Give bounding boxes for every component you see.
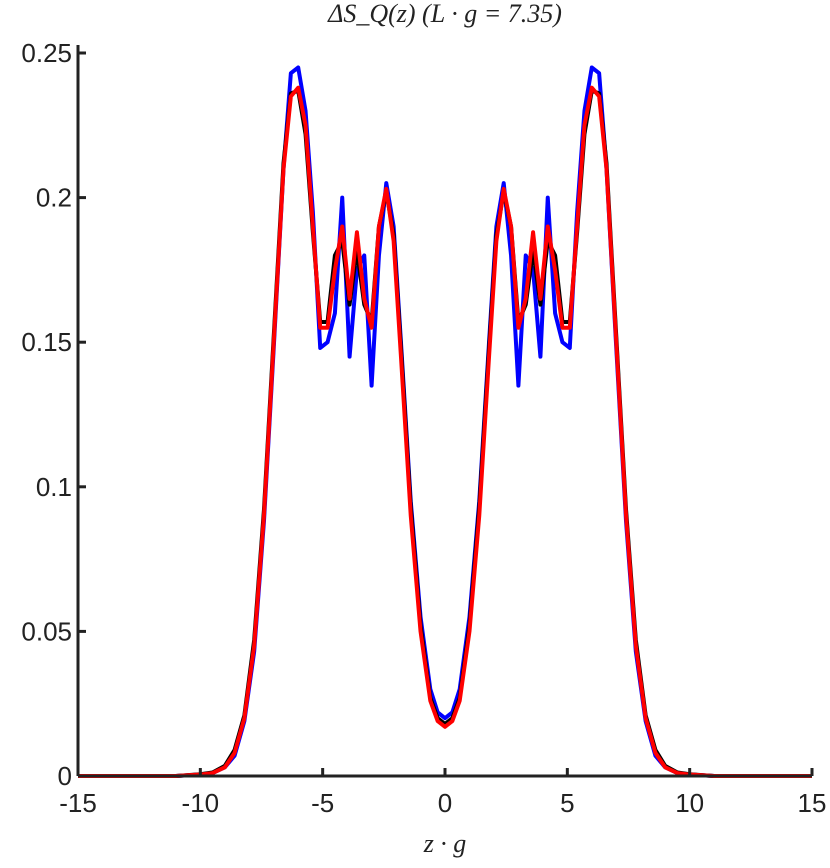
x-axis-label: z · g	[423, 829, 467, 858]
series-line	[78, 88, 812, 778]
series-line	[78, 85, 812, 778]
x-tick-label: 5	[560, 788, 574, 818]
x-tick-label: -10	[182, 788, 220, 818]
x-tick-label: 10	[675, 788, 704, 818]
x-tick-label: -15	[59, 788, 97, 818]
y-tick-label: 0	[58, 761, 72, 791]
x-tick-label: 15	[798, 788, 827, 818]
x-tick-label: -5	[311, 788, 334, 818]
y-tick-label: 0.1	[36, 472, 72, 502]
chart-title: ΔS_Q(z) (L · g = 7.35)	[327, 0, 562, 28]
series-line	[78, 65, 812, 778]
y-tick-label: 0.05	[21, 616, 72, 646]
x-tick-label: 0	[438, 788, 452, 818]
y-tick-label: 0.2	[36, 183, 72, 213]
y-tick-label: 0.15	[21, 327, 72, 357]
y-tick-label: 0.25	[21, 38, 72, 68]
